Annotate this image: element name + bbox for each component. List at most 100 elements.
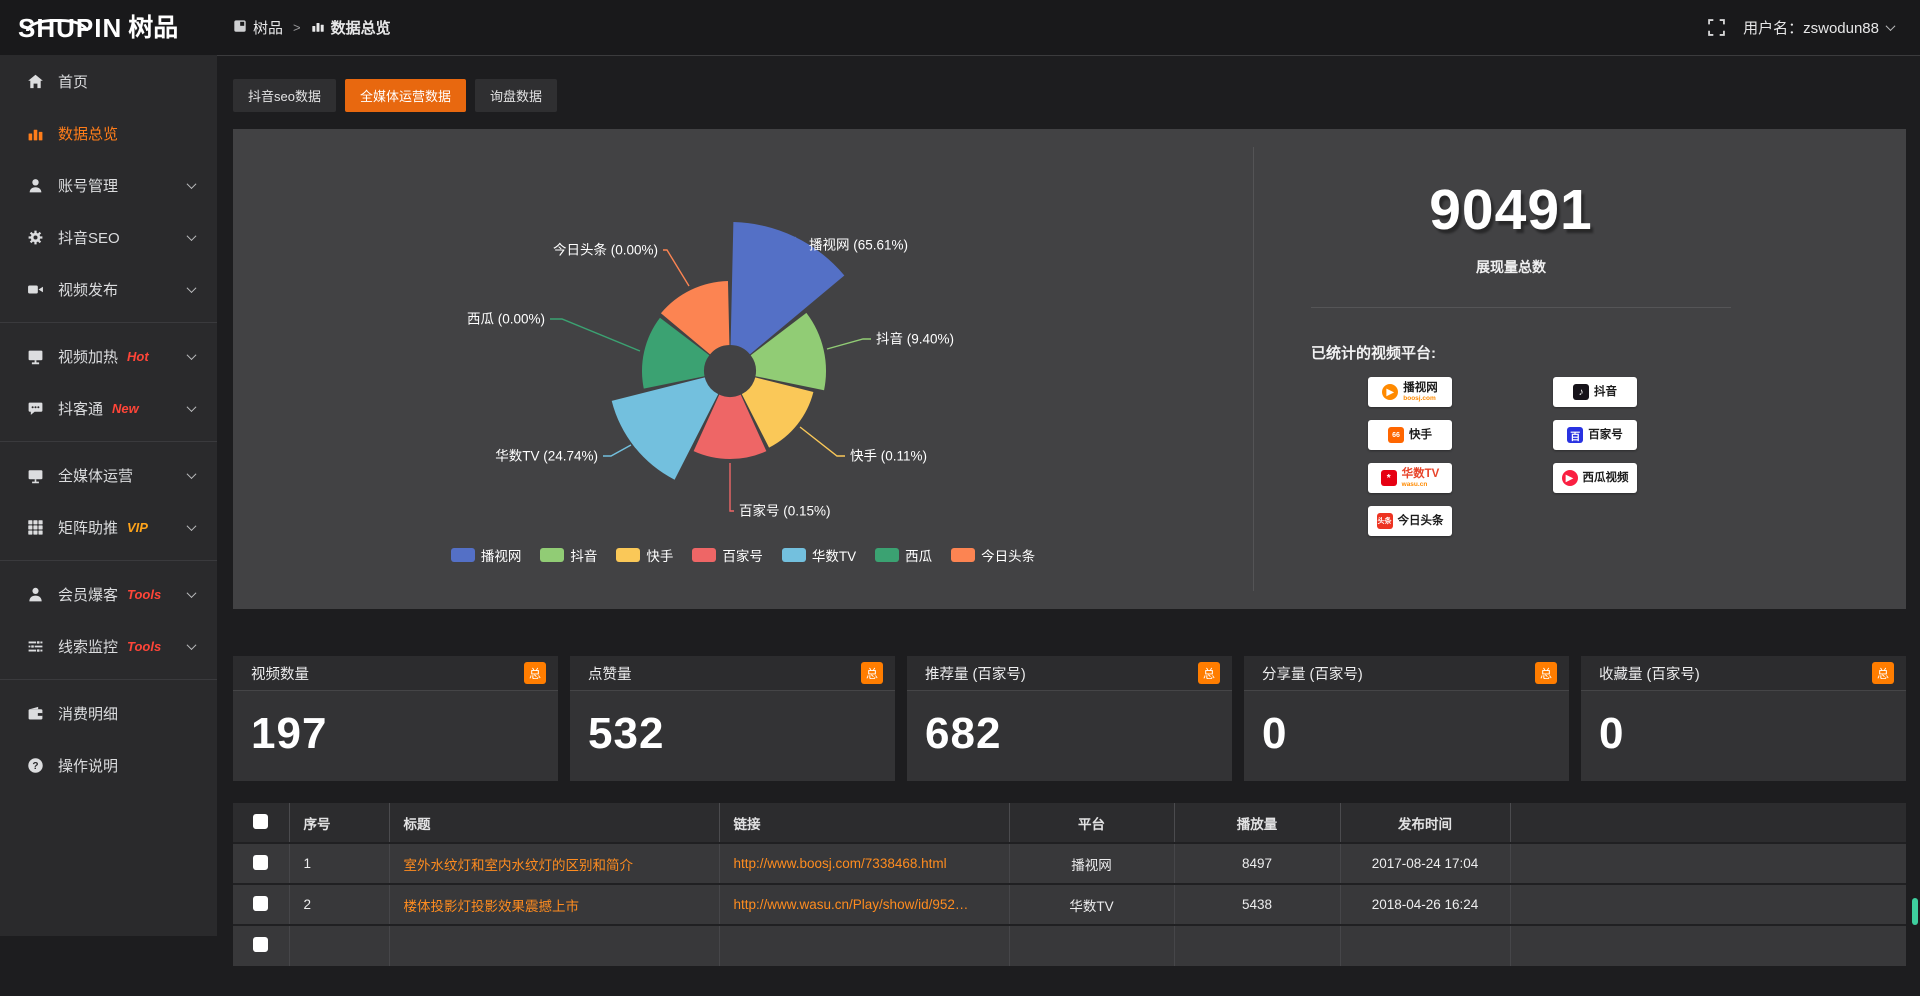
sidebar-item-数据总览[interactable]: 数据总览 (0, 107, 217, 159)
sidebar-item-label: 全媒体运营 (58, 465, 133, 486)
sidebar-item-tag: Tools (127, 587, 161, 602)
cell-title[interactable]: 室外水纹灯和室内水纹灯的区别和简介 (389, 843, 719, 884)
stat-card-header: 分享量 (百家号)总 (1244, 656, 1569, 691)
cell-plays: 8497 (1174, 843, 1340, 884)
platform-name: 抖音 (1594, 386, 1617, 398)
tab-抖音seo数据[interactable]: 抖音seo数据 (233, 79, 336, 112)
cell-plays: 5438 (1174, 884, 1340, 925)
legend-item-播视网[interactable]: 播视网 (451, 545, 522, 565)
cell-title[interactable] (389, 925, 719, 966)
username-label: 用户名：zswodun88 (1743, 17, 1879, 38)
breadcrumb-home[interactable]: 树品 (233, 17, 283, 38)
sidebar-item-首页[interactable]: 首页 (0, 55, 217, 107)
sliders-icon (27, 638, 44, 655)
cell-plays (1174, 925, 1340, 966)
legend-label: 百家号 (722, 545, 763, 565)
app-logo: SHUPIN 树品 (0, 15, 217, 41)
stat-card-value: 197 (233, 691, 558, 759)
table-row[interactable] (233, 925, 1906, 966)
cell-link[interactable]: http://www.boosj.com/7338468.html (719, 843, 1009, 884)
legend-item-百家号[interactable]: 百家号 (692, 545, 763, 565)
sidebar-item-消费明细[interactable]: 消费明细 (0, 687, 217, 739)
legend-item-华数TV[interactable]: 华数TV (782, 545, 856, 565)
legend-item-西瓜[interactable]: 西瓜 (875, 545, 932, 565)
stat-card-header: 推荐量 (百家号)总 (907, 656, 1232, 691)
sidebar-item-操作说明[interactable]: ?操作说明 (0, 739, 217, 791)
total-badge: 总 (861, 662, 883, 684)
pie-label-line (800, 427, 845, 456)
stat-card-header: 收藏量 (百家号)总 (1581, 656, 1906, 691)
breadcrumb: 树品 > 数据总览 (233, 17, 391, 38)
platform-badge-抖音: ♪抖音 (1553, 377, 1637, 407)
pie-slice-华数TV[interactable] (612, 377, 718, 479)
fullscreen-icon[interactable] (1708, 19, 1725, 36)
legend-swatch (451, 548, 475, 562)
scrollbar-thumb[interactable] (1912, 898, 1918, 925)
checkbox-header (233, 803, 289, 843)
platform-badge-西瓜视频: ▶西瓜视频 (1553, 463, 1637, 493)
row-checkbox[interactable] (253, 896, 268, 911)
stat-card-分享量 (百家号): 分享量 (百家号)总0 (1244, 656, 1569, 781)
cell-no: 1 (289, 843, 389, 884)
grid-icon (27, 519, 44, 536)
播视网-logo-icon: ▶ (1382, 384, 1398, 400)
user-icon (27, 177, 44, 194)
platform-name: 播视网 (1403, 382, 1438, 394)
user-menu[interactable]: 用户名：zswodun88 (1743, 17, 1894, 38)
sidebar-item-全媒体运营[interactable]: 全媒体运营 (0, 449, 217, 501)
stat-card-value: 0 (1581, 691, 1906, 759)
chevron-down-icon (187, 521, 197, 531)
select-all-checkbox[interactable] (253, 814, 268, 829)
help-icon: ? (27, 757, 44, 774)
platform-badge-百家号: 百百家号 (1553, 420, 1637, 450)
chevron-down-icon (187, 283, 197, 293)
chevron-down-icon (187, 588, 197, 598)
tab-询盘数据[interactable]: 询盘数据 (475, 79, 557, 112)
pie-label-今日头条: 今日头条 (0.00%) (553, 242, 658, 258)
row-checkbox[interactable] (253, 937, 268, 952)
legend-item-抖音[interactable]: 抖音 (540, 545, 597, 565)
legend-item-今日头条[interactable]: 今日头条 (951, 545, 1035, 565)
legend-label: 播视网 (481, 545, 522, 565)
stat-card-header: 视频数量总 (233, 656, 558, 691)
member-icon (27, 586, 44, 603)
heat-icon (27, 348, 44, 365)
breadcrumb-separator: > (293, 20, 301, 35)
sidebar-divider (0, 441, 217, 442)
sidebar-item-视频发布[interactable]: 视频发布 (0, 263, 217, 315)
cell-link[interactable] (719, 925, 1009, 966)
cell-time (1340, 925, 1510, 966)
row-checkbox[interactable] (253, 855, 268, 870)
chevron-down-icon (187, 350, 197, 360)
legend-item-快手[interactable]: 快手 (616, 545, 673, 565)
cell-title[interactable]: 楼体投影灯投影效果震撼上市 (389, 884, 719, 925)
total-badge: 总 (1198, 662, 1220, 684)
cell-link[interactable]: http://www.wasu.cn/Play/show/id/952… (719, 884, 1009, 925)
sidebar-item-账号管理[interactable]: 账号管理 (0, 159, 217, 211)
tab-全媒体运营数据[interactable]: 全媒体运营数据 (345, 79, 466, 112)
legend-swatch (875, 548, 899, 562)
pie-label-line (663, 250, 689, 286)
sidebar-item-抖音SEO[interactable]: 抖音SEO (0, 211, 217, 263)
sidebar-item-label: 账号管理 (58, 175, 118, 196)
platform-name: 今日头条 (1398, 515, 1444, 527)
col-header-序号: 序号 (289, 803, 389, 843)
chart-icon (27, 125, 44, 142)
legend-label: 今日头条 (981, 545, 1035, 565)
breadcrumb-current[interactable]: 数据总览 (311, 17, 391, 38)
stat-card-title: 点赞量 (588, 663, 632, 684)
stat-card-header: 点赞量 总 (570, 656, 895, 691)
total-impressions-label: 展现量总数 (1261, 257, 1761, 277)
